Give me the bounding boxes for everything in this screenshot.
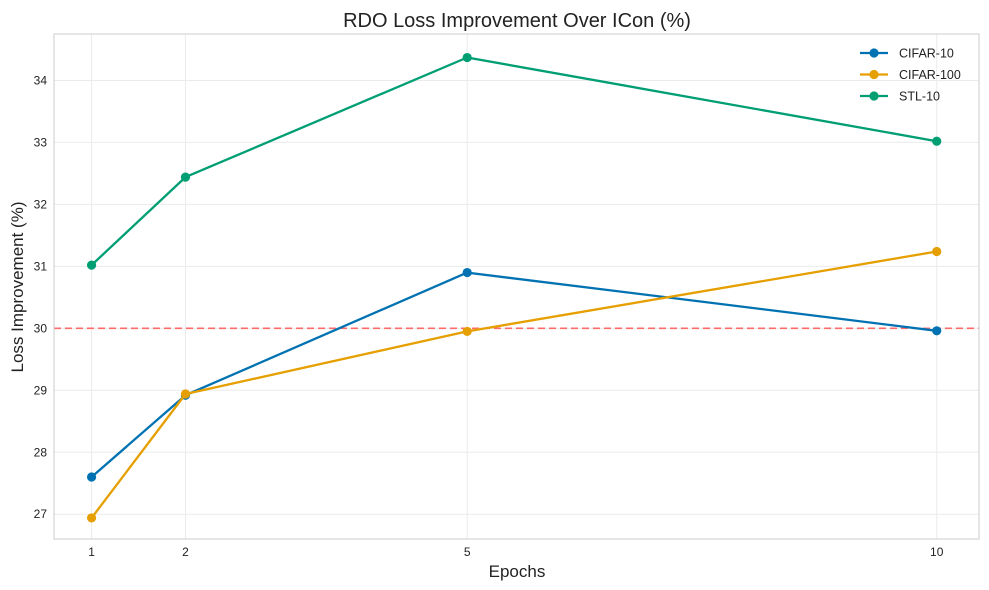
legend: CIFAR-10 CIFAR-100 STL-10 [860, 47, 961, 104]
data-point-stl-10 [180, 172, 191, 182]
data-point-stl-10 [86, 260, 97, 270]
x-tick-label: 5 [464, 545, 471, 559]
data-point-stl-10 [932, 136, 942, 146]
y-tick-label: 33 [34, 135, 48, 149]
y-tick-label: 27 [34, 507, 48, 521]
y-tick-label: 32 [34, 197, 48, 211]
legend-marker-cifar-100 [869, 69, 879, 80]
legend-label-cifar-10: CIFAR-10 [899, 47, 954, 61]
x-tick-label: 1 [88, 545, 95, 559]
legend-marker-cifar-10 [869, 48, 879, 58]
data-point-cifar-10 [932, 326, 942, 336]
data-point-cifar-100 [932, 246, 942, 257]
y-tick-label: 34 [34, 73, 48, 87]
y-tick-label: 31 [34, 259, 48, 273]
data-point-cifar-10 [86, 472, 97, 482]
series-line-stl-10 [90, 56, 937, 266]
series-line-cifar-10 [90, 271, 937, 478]
data-point-stl-10 [462, 52, 472, 63]
series-group [86, 52, 942, 523]
y-tick-label: 30 [34, 321, 48, 335]
x-tick-labels: 1 2 5 10 [88, 545, 944, 559]
data-point-cifar-100 [462, 326, 472, 337]
legend-marker-stl-10 [869, 91, 879, 101]
chart-title: RDO Loss Improvement Over ICon (%) [343, 10, 691, 32]
y-axis-label: Loss Improvement (%) [8, 202, 27, 373]
x-axis-label: Epochs [489, 562, 546, 581]
data-point-cifar-100 [180, 389, 191, 399]
x-tick-label: 2 [182, 545, 189, 559]
legend-label-cifar-100: CIFAR-100 [899, 68, 961, 82]
y-tick-label: 29 [34, 383, 48, 397]
y-tick-labels: 27 28 29 30 31 32 33 34 [34, 73, 48, 521]
plot-frame [53, 33, 980, 540]
x-tick-label: 10 [930, 545, 944, 559]
data-point-cifar-100 [86, 513, 97, 523]
series-line-cifar-100 [90, 250, 937, 519]
grid [54, 34, 979, 539]
legend-label-stl-10: STL-10 [899, 90, 940, 104]
data-point-cifar-10 [462, 267, 472, 278]
y-tick-label: 28 [34, 445, 48, 459]
